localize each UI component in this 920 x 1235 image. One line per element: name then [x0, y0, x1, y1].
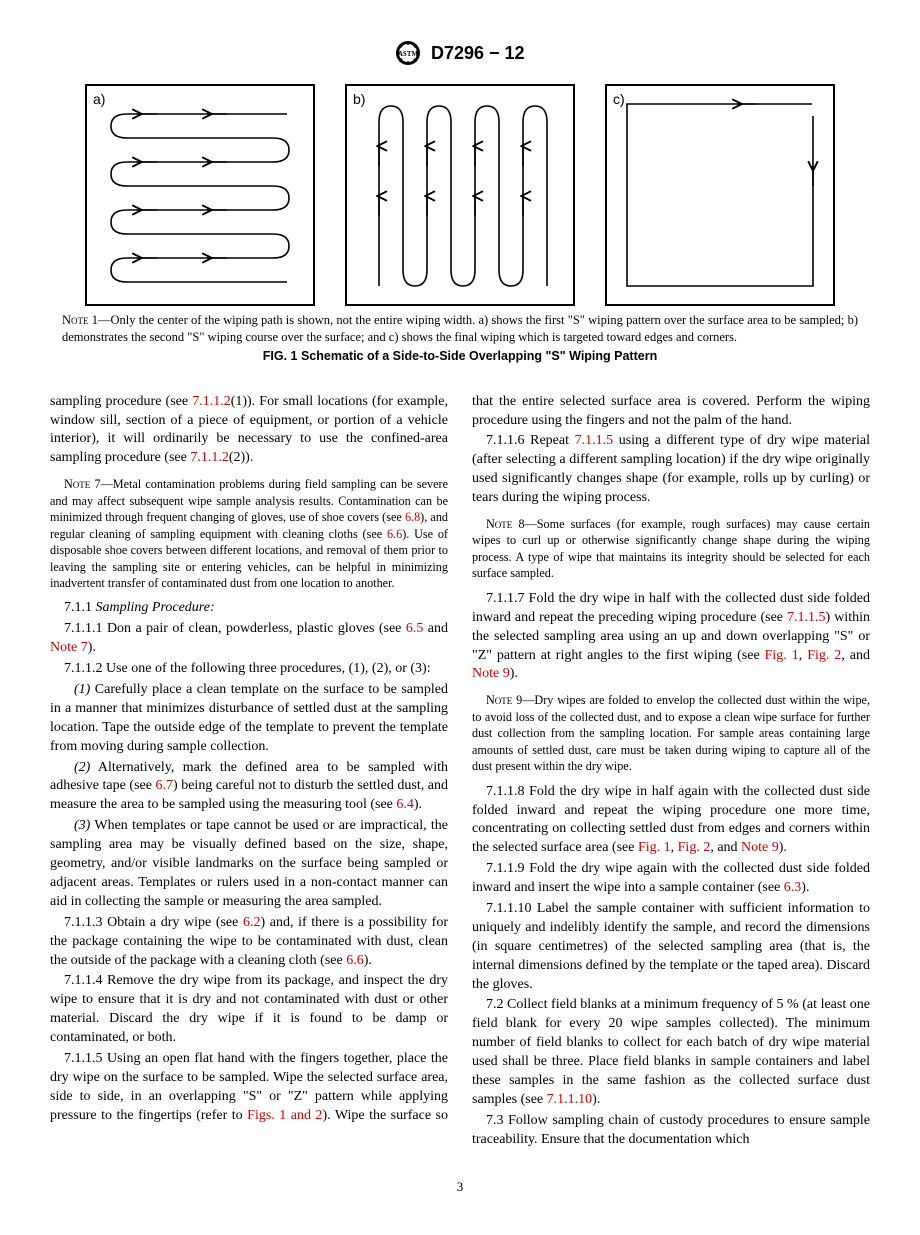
note-9: Note 9—Dry wipes are folded to envelop t…: [472, 692, 870, 774]
perimeter-wipe-icon: [607, 86, 833, 304]
sec-7-1-1-8: 7.1.1.8 Fold the dry wipe in half again …: [472, 783, 870, 859]
cross-ref: 6.5: [406, 621, 424, 636]
cross-ref: 6.3: [784, 880, 802, 895]
cross-ref: 6.7: [156, 778, 174, 793]
cross-ref: 6.6: [387, 527, 402, 541]
cross-ref: 7.1.1.2: [192, 394, 231, 409]
sec-7-1-1-6: 7.1.1.6 Repeat 7.1.1.5 using a different…: [472, 432, 870, 508]
note-label: Note 1: [62, 313, 98, 327]
cross-ref: Note 9: [741, 840, 779, 855]
cross-ref: 6.2: [243, 915, 261, 930]
cross-ref: 7.1.1.5: [575, 433, 614, 448]
cross-ref: 6.4: [396, 797, 414, 812]
figure-caption: FIG. 1 Schematic of a Side-to-Side Overl…: [50, 348, 870, 365]
figure-1: a) b): [50, 84, 870, 306]
sec-7-1-1-1: 7.1.1.1 Don a pair of clean, powderless,…: [50, 620, 448, 658]
figure-panel-label: a): [93, 90, 105, 109]
figure-1-panel-b: b): [345, 84, 575, 306]
cross-ref: Fig. 1: [765, 648, 799, 663]
cross-ref: 7.1.1.5: [787, 610, 826, 625]
page-number: 3: [50, 1178, 870, 1196]
figure-1-panel-a: a): [85, 84, 315, 306]
cross-ref: 7.1.1.10: [547, 1092, 593, 1107]
cross-ref: Figs. 1 and 2: [247, 1108, 322, 1123]
figure-note: Note 1—Only the center of the wiping pat…: [62, 312, 858, 346]
proc-1: (1) Carefully place a clean template on …: [50, 681, 448, 757]
sec-7-3: 7.3 Follow sampling chain of custody pro…: [472, 1112, 870, 1150]
sec-7-1-1: 7.1.1 Sampling Procedure:: [50, 599, 448, 618]
note-body: —Only the center of the wiping path is s…: [62, 313, 858, 344]
doc-number: D7296 − 12: [431, 43, 525, 63]
sec-7-1-1-3: 7.1.1.3 Obtain a dry wipe (see 6.2) and,…: [50, 914, 448, 971]
s-pattern-horizontal-icon: [87, 86, 313, 304]
cross-ref: Fig. 2: [678, 840, 711, 855]
body-columns: sampling procedure (see 7.1.1.2(1)). For…: [50, 393, 870, 1150]
figure-panel-label: c): [613, 90, 625, 109]
sec-7-1-1-10: 7.1.1.10 Label the sample container with…: [472, 900, 870, 994]
note-7: Note 7—Metal contamination problems duri…: [50, 476, 448, 591]
figure-1-panel-c: c): [605, 84, 835, 306]
cross-ref: 6.6: [346, 953, 364, 968]
figure-panel-label: b): [353, 90, 365, 109]
sec-7-1-1-9: 7.1.1.9 Fold the dry wipe again with the…: [472, 860, 870, 898]
sec-7-1-1-4: 7.1.1.4 Remove the dry wipe from its pac…: [50, 972, 448, 1048]
sec-7-2: 7.2 Collect field blanks at a minimum fr…: [472, 996, 870, 1109]
cross-ref: Note 9: [472, 666, 510, 681]
proc-3: (3) When templates or tape cannot be use…: [50, 817, 448, 911]
para-intro: sampling procedure (see 7.1.1.2(1)). For…: [50, 393, 448, 469]
proc-2: (2) Alternatively, mark the defined area…: [50, 759, 448, 816]
s-pattern-vertical-icon: [347, 86, 573, 304]
svg-text:ASTM: ASTM: [398, 50, 419, 58]
cross-ref: Fig. 1: [638, 840, 671, 855]
doc-header: ASTM D7296 − 12: [50, 40, 870, 66]
cross-ref: Fig. 2: [807, 648, 841, 663]
sec-7-1-1-2: 7.1.1.2 Use one of the following three p…: [50, 660, 448, 679]
note-8: Note 8—Some surfaces (for example, rough…: [472, 516, 870, 582]
astm-logo-icon: ASTM: [395, 40, 421, 66]
cross-ref: 7.1.1.2: [190, 450, 229, 465]
cross-ref: Note 7: [50, 640, 88, 655]
cross-ref: 6.8: [405, 510, 420, 524]
sec-7-1-1-7: 7.1.1.7 Fold the dry wipe in half with t…: [472, 590, 870, 684]
